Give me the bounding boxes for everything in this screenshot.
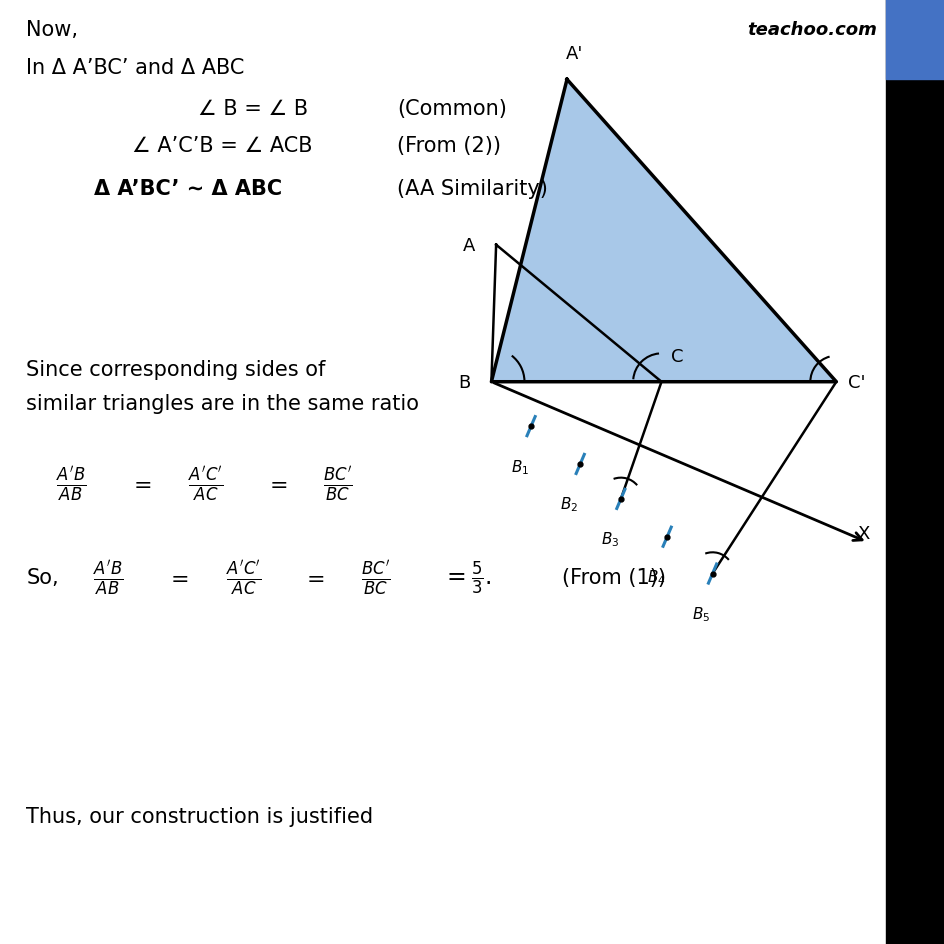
Text: (From (1)): (From (1)) xyxy=(562,567,666,588)
Text: A': A' xyxy=(565,45,582,63)
Text: $B_3$: $B_3$ xyxy=(600,531,618,548)
Text: $=$: $=$ xyxy=(128,473,151,494)
Text: $B_2$: $B_2$ xyxy=(560,496,578,514)
Text: $= \frac{5}{3}.$: $= \frac{5}{3}.$ xyxy=(442,559,491,597)
Text: X: X xyxy=(856,524,868,543)
Text: B: B xyxy=(458,373,470,392)
Text: ∠ A’C’B = ∠ ACB: ∠ A’C’B = ∠ ACB xyxy=(132,136,312,157)
Text: $\frac{A'C'}{AC}$: $\frac{A'C'}{AC}$ xyxy=(226,558,261,598)
Text: ∠ B = ∠ B: ∠ B = ∠ B xyxy=(198,98,309,119)
Text: $\frac{A'B}{AB}$: $\frac{A'B}{AB}$ xyxy=(56,464,86,503)
Bar xyxy=(885,0,944,80)
Text: C: C xyxy=(670,347,683,365)
Text: $=$: $=$ xyxy=(166,567,189,588)
Text: $=$: $=$ xyxy=(264,473,287,494)
Text: $\frac{BC'}{BC}$: $\frac{BC'}{BC}$ xyxy=(361,558,391,598)
Text: So,: So, xyxy=(26,567,59,588)
Text: $\frac{A'B}{AB}$: $\frac{A'B}{AB}$ xyxy=(93,558,124,598)
Text: Since corresponding sides of: Since corresponding sides of xyxy=(26,360,326,380)
Text: teachoo.com: teachoo.com xyxy=(747,21,876,40)
Text: (Common): (Common) xyxy=(396,98,506,119)
Text: C': C' xyxy=(847,373,865,392)
Text: In Δ A’BC’ and Δ ABC: In Δ A’BC’ and Δ ABC xyxy=(26,58,244,78)
Text: (AA Similarity): (AA Similarity) xyxy=(396,178,548,199)
Text: similar triangles are in the same ratio: similar triangles are in the same ratio xyxy=(26,394,419,414)
Text: (From (2)): (From (2)) xyxy=(396,136,500,157)
Text: $\frac{BC'}{BC}$: $\frac{BC'}{BC}$ xyxy=(323,464,353,503)
Text: $B_5$: $B_5$ xyxy=(692,605,710,623)
Text: A: A xyxy=(463,236,475,255)
Bar xyxy=(885,0,944,944)
Text: Δ A’BC’ ∼ Δ ABC: Δ A’BC’ ∼ Δ ABC xyxy=(94,178,282,199)
Text: $=$: $=$ xyxy=(302,567,325,588)
Text: Now,: Now, xyxy=(26,20,78,41)
Text: Thus, our construction is justified: Thus, our construction is justified xyxy=(26,806,373,827)
Text: $B_1$: $B_1$ xyxy=(511,458,529,476)
Polygon shape xyxy=(491,80,835,382)
Text: $B_4$: $B_4$ xyxy=(647,568,665,586)
Text: $\frac{A'C'}{AC}$: $\frac{A'C'}{AC}$ xyxy=(188,464,224,503)
